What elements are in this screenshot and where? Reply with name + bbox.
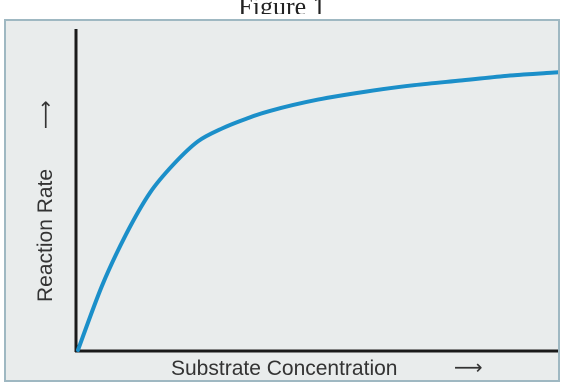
x-axis-label: Substrate Concentration (171, 357, 397, 380)
reaction-rate-chart: Substrate Concentration ⟶ Reaction Rate … (33, 29, 558, 380)
figure-title: Figure 1 (0, 0, 564, 14)
chart-frame: Substrate Concentration ⟶ Reaction Rate … (4, 19, 560, 382)
x-axis-arrow-icon: ⟶ (454, 355, 483, 379)
y-axis-arrow-icon: ⟶ (33, 100, 57, 129)
chart-axes (74, 29, 558, 353)
y-axis-label: Reaction Rate (34, 169, 57, 302)
data-line-series-1 (76, 70, 558, 352)
